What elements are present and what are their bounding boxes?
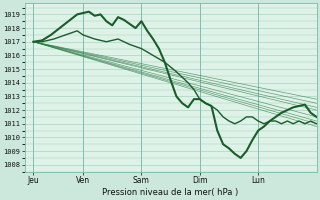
X-axis label: Pression niveau de la mer( hPa ): Pression niveau de la mer( hPa ) — [102, 188, 239, 197]
